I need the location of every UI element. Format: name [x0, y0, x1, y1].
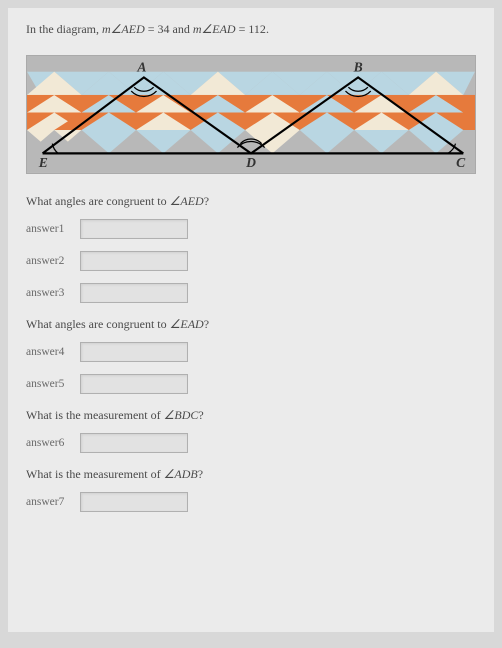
label-b: B — [353, 60, 363, 75]
prompt-prefix: In the diagram, — [26, 22, 102, 36]
eq2-val: 112 — [248, 22, 266, 36]
answer-row-4: answer4 — [26, 342, 476, 362]
answer2-label: answer2 — [26, 255, 80, 267]
answer2-input[interactable] — [80, 251, 188, 271]
answer4-label: answer4 — [26, 346, 80, 358]
answer5-input[interactable] — [80, 374, 188, 394]
question-1: What angles are congruent to ∠AED? — [26, 194, 476, 209]
eq1-lhs: m∠AED — [102, 22, 145, 36]
answer1-input[interactable] — [80, 219, 188, 239]
eq2-lhs: m∠EAD — [193, 22, 236, 36]
answer3-input[interactable] — [80, 283, 188, 303]
eq1-val: 34 — [158, 22, 170, 36]
answer-row-6: answer6 — [26, 433, 476, 453]
label-d: D — [245, 155, 256, 170]
answer6-label: answer6 — [26, 437, 80, 449]
geometry-diagram: A B E D C — [26, 55, 476, 174]
answer5-label: answer5 — [26, 378, 80, 390]
answer-row-5: answer5 — [26, 374, 476, 394]
answer3-label: answer3 — [26, 287, 80, 299]
answer-row-1: answer1 — [26, 219, 476, 239]
diagram-container: A B E D C — [26, 55, 476, 174]
prompt-and: and — [170, 22, 193, 36]
label-c: C — [456, 155, 466, 170]
period: . — [266, 22, 269, 36]
answer-row-3: answer3 — [26, 283, 476, 303]
label-e: E — [38, 155, 48, 170]
answer7-input[interactable] — [80, 492, 188, 512]
answer-row-2: answer2 — [26, 251, 476, 271]
answer7-label: answer7 — [26, 496, 80, 508]
answer6-input[interactable] — [80, 433, 188, 453]
prompt-text: In the diagram, m∠AED = 34 and m∠EAD = 1… — [26, 22, 476, 37]
question-4: What is the measurement of ∠ADB? — [26, 467, 476, 482]
question-3: What is the measurement of ∠BDC? — [26, 408, 476, 423]
answer-row-7: answer7 — [26, 492, 476, 512]
answer1-label: answer1 — [26, 223, 80, 235]
label-a: A — [136, 60, 146, 75]
answer4-input[interactable] — [80, 342, 188, 362]
question-2: What angles are congruent to ∠EAD? — [26, 317, 476, 332]
page-container: In the diagram, m∠AED = 34 and m∠EAD = 1… — [8, 8, 494, 632]
